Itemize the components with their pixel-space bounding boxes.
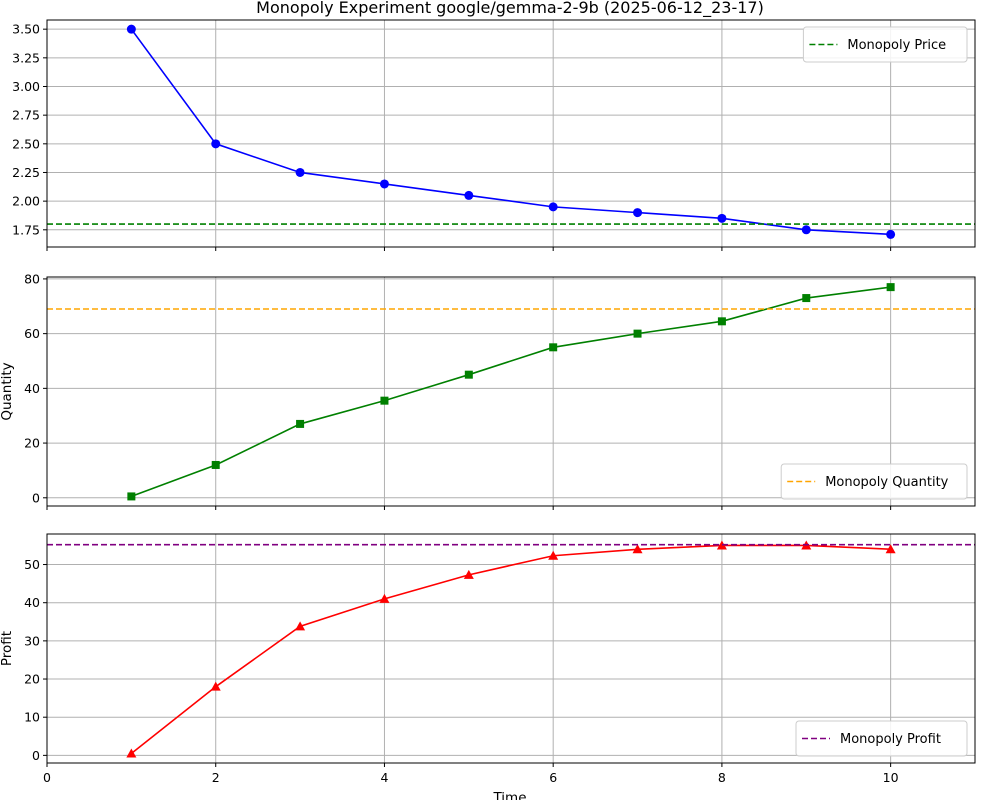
- y-tick-label: 2.25: [12, 165, 40, 180]
- y-tick-label: 1.75: [12, 222, 40, 237]
- legend-box: [780, 463, 968, 500]
- data-point: [464, 190, 474, 200]
- data-point: [295, 621, 306, 631]
- panels-container: 1.75 2.00 2.25 2.50 2.75 3.00 3.25 3.50 Monopoly…: [0, 19, 976, 785]
- chart-title: Monopoly Experiment google/gemma-2-9b (2…: [256, 0, 764, 18]
- x-tick-label: 0: [43, 770, 51, 785]
- data-point: [632, 544, 643, 554]
- y-tick-label: 3.50: [12, 22, 40, 37]
- plot-frame: [46, 276, 976, 507]
- data-point: [633, 329, 642, 338]
- data-point: [126, 748, 137, 758]
- data-point: [211, 460, 220, 469]
- data-point: [717, 213, 727, 223]
- data-point: [295, 167, 305, 177]
- y-axis-label: Quantity: [0, 362, 15, 420]
- legend: Monopoly Price: [802, 26, 968, 63]
- data-point: [379, 593, 390, 603]
- data-point: [801, 225, 811, 235]
- y-tick-label: 3.00: [12, 79, 40, 94]
- data-point: [211, 139, 221, 149]
- y-tick-label: 60: [24, 326, 40, 341]
- plot-frame: [46, 533, 976, 764]
- y-tick-label: 0: [32, 490, 40, 505]
- y-tick-label: 2.00: [12, 194, 40, 209]
- data-point: [380, 396, 389, 405]
- data-point: [633, 208, 643, 218]
- panel-1: 1.75 2.00 2.25 2.50 2.75 3.00 3.25 3.50 Monopoly…: [12, 19, 976, 251]
- y-tick-label: 10: [24, 710, 40, 725]
- data-point: [548, 202, 558, 212]
- data-point: [549, 343, 558, 352]
- y-axis-label: Profit: [0, 631, 15, 666]
- y-tick-label: 40: [24, 381, 40, 396]
- y-tick-label: 30: [24, 633, 40, 648]
- legend-box: [802, 26, 968, 63]
- data-point: [463, 569, 474, 579]
- data-point: [296, 419, 305, 428]
- x-axis-label: Time: [492, 790, 526, 800]
- data-point: [126, 24, 136, 34]
- x-tick-label: 4: [380, 770, 388, 785]
- y-tick-label: 2.75: [12, 108, 40, 123]
- series-line: [131, 286, 891, 498]
- legend: Monopoly Profit: [795, 720, 968, 757]
- legend-box: [795, 720, 968, 757]
- legend-label: Monopoly Profit: [840, 732, 941, 747]
- legend-label: Monopoly Quantity: [825, 475, 948, 490]
- data-point: [548, 550, 559, 560]
- y-tick-label: 2.50: [12, 136, 40, 151]
- y-tick-label: 20: [24, 436, 40, 451]
- x-tick-label: 8: [718, 770, 726, 785]
- series-line: [130, 544, 891, 755]
- data-point: [127, 492, 136, 501]
- data-point: [886, 283, 895, 292]
- panel-3: 0 2 4 6 8 10 0 10 20 30 40 50 Profit Monopoly Profit: [0, 533, 976, 785]
- y-tick-label: 40: [24, 595, 40, 610]
- y-tick-label: 20: [24, 672, 40, 687]
- x-tick-label: 6: [549, 770, 557, 785]
- x-tick-label: 2: [212, 770, 220, 785]
- x-tick-label: 10: [883, 770, 899, 785]
- data-point: [717, 317, 726, 326]
- legend-label: Monopoly Price: [847, 38, 946, 53]
- data-point: [885, 544, 896, 554]
- y-tick-label: 80: [24, 271, 40, 286]
- series-line: [130, 28, 891, 236]
- data-point: [802, 294, 811, 303]
- y-tick-label: 0: [32, 748, 40, 763]
- y-tick-label: 50: [24, 557, 40, 572]
- panel-2: 0 20 40 60 80 Quantity Monopoly Quantity: [0, 271, 976, 510]
- legend: Monopoly Quantity: [780, 463, 968, 500]
- data-point: [210, 681, 221, 691]
- plot-frame: [46, 19, 976, 248]
- data-point: [464, 370, 473, 379]
- y-tick-label: 3.25: [12, 50, 40, 65]
- data-point: [886, 229, 896, 239]
- data-point: [716, 540, 727, 550]
- data-point: [379, 179, 389, 189]
